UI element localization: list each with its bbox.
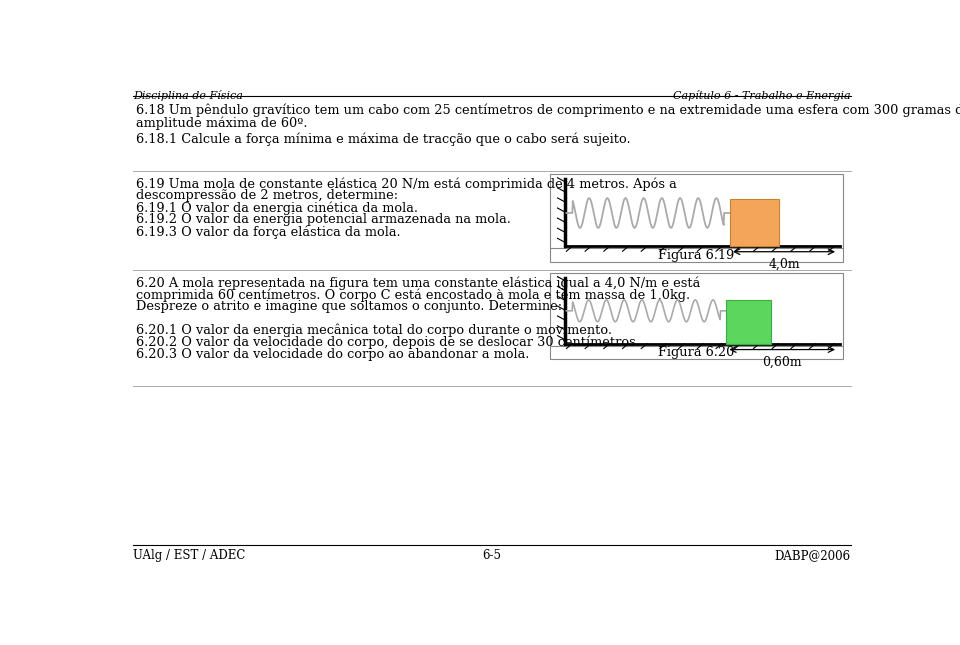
Text: 6.19.2 O valor da energia potencial armazenada na mola.: 6.19.2 O valor da energia potencial arma… <box>136 213 512 226</box>
Text: Despreze o atrito e imagine que soltamos o conjunto. Determine:: Despreze o atrito e imagine que soltamos… <box>136 301 563 313</box>
Text: 6.19 Uma mola de constante elástica 20 N/m está comprimida de 4 metros. Após a: 6.19 Uma mola de constante elástica 20 N… <box>136 177 677 191</box>
Text: Figura 6.19: Figura 6.19 <box>659 249 734 262</box>
Text: 6.18 Um pêndulo gravítico tem um cabo com 25 centímetros de comprimento e na ext: 6.18 Um pêndulo gravítico tem um cabo co… <box>136 103 960 117</box>
Text: comprimida 60 centímetros. O corpo C está encostado à mola e tem massa de 1,0kg.: comprimida 60 centímetros. O corpo C est… <box>136 288 690 302</box>
Text: DABP@2006: DABP@2006 <box>775 550 851 562</box>
Text: descompressão de 2 metros, determine:: descompressão de 2 metros, determine: <box>136 189 398 202</box>
Bar <box>550 174 843 262</box>
Text: 6.20.2 O valor da velocidade do corpo, depois de se deslocar 30 centímetros.: 6.20.2 O valor da velocidade do corpo, d… <box>136 335 640 349</box>
Bar <box>550 273 843 359</box>
Text: 6.20 A mola representada na figura tem uma constante elástica igual a 4,0 N/m e : 6.20 A mola representada na figura tem u… <box>136 277 701 290</box>
Text: Disciplina de Física: Disciplina de Física <box>133 90 243 101</box>
Text: Figura 6.20: Figura 6.20 <box>659 346 734 359</box>
Text: 6.18.1 Calcule a força mínima e máxima de tracção que o cabo será sujeito.: 6.18.1 Calcule a força mínima e máxima d… <box>136 132 631 146</box>
Text: 6.20.3 O valor da velocidade do corpo ao abandonar a mola.: 6.20.3 O valor da velocidade do corpo ao… <box>136 348 530 361</box>
Text: 6-5: 6-5 <box>483 550 501 562</box>
Text: amplitude máxima de 60º.: amplitude máxima de 60º. <box>136 117 308 130</box>
Bar <box>727 300 771 344</box>
Bar <box>730 199 780 246</box>
Text: UAlg / EST / ADEC: UAlg / EST / ADEC <box>133 550 246 562</box>
Text: Capítulo 6 - Trabalho e Energia: Capítulo 6 - Trabalho e Energia <box>673 90 851 101</box>
Text: 6.20.1 O valor da energia mecânica total do corpo durante o movimento.: 6.20.1 O valor da energia mecânica total… <box>136 324 612 337</box>
Text: 0,60m: 0,60m <box>762 355 802 368</box>
Text: 6.19.1 O valor da energia cinética da mola.: 6.19.1 O valor da energia cinética da mo… <box>136 201 419 215</box>
Text: 6.19.3 O valor da força elástica da mola.: 6.19.3 O valor da força elástica da mola… <box>136 225 401 239</box>
Text: 4,0m: 4,0m <box>769 258 801 271</box>
